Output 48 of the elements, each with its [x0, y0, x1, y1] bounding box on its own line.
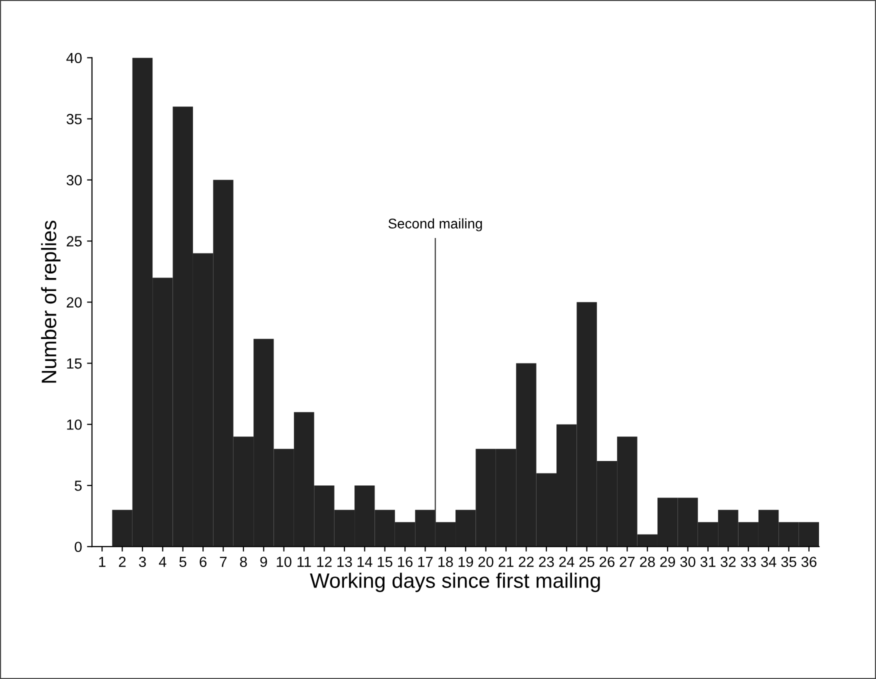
x-tick-label: 19	[458, 556, 474, 568]
x-tick-label: 22	[518, 556, 534, 567]
y-tick-label: 40	[66, 52, 82, 64]
x-tick-label: 11	[298, 556, 311, 567]
x-tick-label: 8	[240, 556, 247, 568]
x-tick-label: 25	[579, 556, 594, 568]
y-tick-label: 20	[66, 297, 82, 308]
x-tick-label: 4	[158, 556, 166, 567]
x-tick-label: 17	[418, 556, 433, 567]
x-tick-label: 16	[398, 556, 412, 568]
y-tick-label: 30	[66, 175, 82, 186]
x-tick-label: 10	[276, 556, 292, 568]
y-tick-label: 10	[67, 419, 82, 430]
y-tick-label: 35	[66, 114, 82, 124]
x-tick-label: 34	[761, 556, 776, 568]
x-tick-label: 3	[138, 556, 146, 568]
x-tick-label: 32	[720, 556, 736, 568]
x-tick-label: 29	[660, 556, 676, 568]
ref-line-label: Second mailing	[388, 218, 482, 232]
x-tick-label: 14	[358, 556, 372, 567]
x-tick-label: 21	[498, 556, 514, 567]
x-tick-label: 33	[740, 556, 756, 568]
x-tick-label: 1	[99, 556, 106, 567]
x-tick-label: 35	[781, 556, 796, 568]
x-tick-label: 26	[600, 556, 614, 568]
y-axis-title: Number of replies	[41, 220, 60, 383]
x-tick-label: 23	[539, 556, 554, 568]
y-tick-label: 25	[66, 236, 82, 246]
x-tick-label: 18	[438, 556, 453, 568]
y-tick-label: 0	[74, 542, 82, 552]
x-tick-label: 36	[801, 556, 816, 568]
x-tick-label: 27	[620, 556, 635, 567]
x-tick-label: 12	[317, 556, 332, 567]
x-tick-label: 28	[640, 556, 655, 568]
x-tick-label: 13	[337, 556, 352, 568]
x-axis-title: Working days since first mailing	[310, 572, 600, 592]
x-tick-label: 2	[118, 556, 126, 567]
x-tick-label: 24	[559, 556, 574, 567]
x-tick-label: 6	[200, 556, 206, 568]
x-tick-label: 7	[220, 556, 227, 567]
x-tick-label: 30	[680, 556, 696, 568]
x-tick-label: 9	[260, 556, 268, 568]
y-tick-label: 5	[74, 480, 82, 491]
x-tick-label: 20	[478, 556, 494, 568]
x-tick-label: 31	[700, 556, 716, 568]
x-tick-label: 15	[378, 556, 392, 568]
y-tick-label: 15	[67, 358, 82, 369]
x-tick-label: 5	[179, 556, 186, 568]
